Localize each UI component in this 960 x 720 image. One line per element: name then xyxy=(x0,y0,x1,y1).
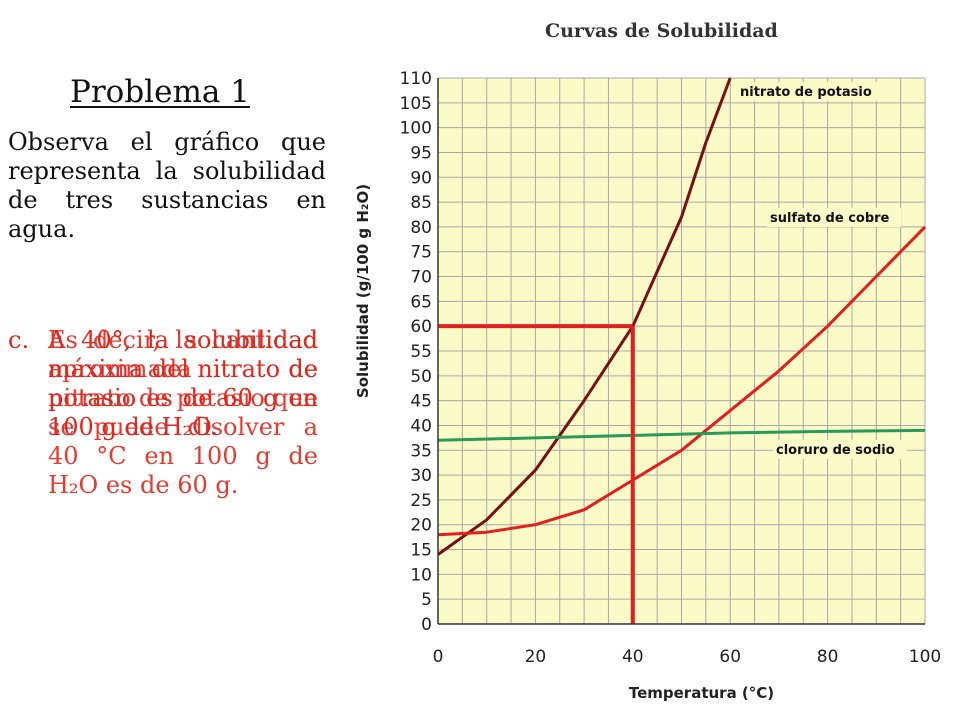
series-label: sulfato de cobre xyxy=(770,211,890,226)
series-label-background xyxy=(767,208,901,227)
series-layer xyxy=(437,77,927,556)
x-tick-label: 20 xyxy=(525,647,547,667)
y-tick-label: 40 xyxy=(410,416,432,436)
axes xyxy=(437,78,925,625)
guide-lines xyxy=(438,324,635,624)
x-tick-label: 60 xyxy=(719,647,741,667)
series-label-background xyxy=(773,440,907,459)
answer-block: c. A 40°, la solubilidad máxima del nitr… xyxy=(8,326,320,646)
x-axis-label: Temperatura (°C) xyxy=(629,684,774,702)
y-tick-label: 80 xyxy=(410,218,432,238)
y-tick-label: 50 xyxy=(410,367,432,387)
slide-title: Problema 1 xyxy=(70,74,250,110)
grid xyxy=(437,77,926,625)
y-tick-label: 100 xyxy=(400,119,432,139)
y-tick-label: 0 xyxy=(421,615,432,635)
y-tick-label: 60 xyxy=(410,317,432,337)
chart-title: Curvas de Solubilidad xyxy=(545,20,778,42)
intro-paragraph: Observa el gráfico que representa la sol… xyxy=(8,128,326,243)
y-tick-label: 45 xyxy=(410,392,432,412)
y-tick-label: 70 xyxy=(410,268,432,288)
y-tick-label: 90 xyxy=(410,168,432,188)
y-tick-label: 15 xyxy=(410,541,432,561)
series-cloruro-de-sodio xyxy=(437,428,926,442)
x-tick-label: 40 xyxy=(622,647,644,667)
x-tick-label: 0 xyxy=(433,647,444,667)
series-label: cloruro de sodio xyxy=(776,443,895,458)
y-axis-label: Solubilidad (g/100 g H₂O) xyxy=(354,184,372,398)
y-tick-label: 10 xyxy=(410,565,432,585)
y-tick-label: 75 xyxy=(410,243,432,263)
y-tick-label: 35 xyxy=(410,441,432,461)
x-tick-label: 100 xyxy=(909,647,941,667)
x-tick-label: 80 xyxy=(817,647,839,667)
y-tick-label: 20 xyxy=(410,516,432,536)
y-tick-label: 85 xyxy=(410,193,432,213)
y-tick-label: 65 xyxy=(410,292,432,312)
labels: 0 5 10 15 20 25 30 35 40 45 50 55 60 65 70 75 80 85 90 95 10… xyxy=(354,69,941,702)
solubility-chart: 0 5 10 15 20 25 30 35 40 45 50 55 60 65 70 75 80 85 90 95 10… xyxy=(354,69,941,702)
series-label-background xyxy=(737,82,887,101)
y-tick-label: 110 xyxy=(400,69,432,89)
y-tick-label: 105 xyxy=(400,94,432,114)
answer-text-first: A 40°, la solubilidad máxima del nitrato… xyxy=(48,326,318,441)
series-sulfato-de-cobre xyxy=(437,225,927,537)
y-tick-label: 55 xyxy=(410,342,432,362)
series-label: nitrato de potasio xyxy=(740,85,872,100)
y-tick-label: 5 xyxy=(421,590,432,610)
answer-letter: c. xyxy=(8,326,30,354)
y-tick-label: 30 xyxy=(410,466,432,486)
answer-text-second: Es decir, la cantidad aproximada de nitr… xyxy=(48,326,318,499)
series-nitrato-de-potasio xyxy=(437,77,732,556)
y-tick-label: 95 xyxy=(410,143,432,163)
y-tick-label: 25 xyxy=(410,491,432,511)
